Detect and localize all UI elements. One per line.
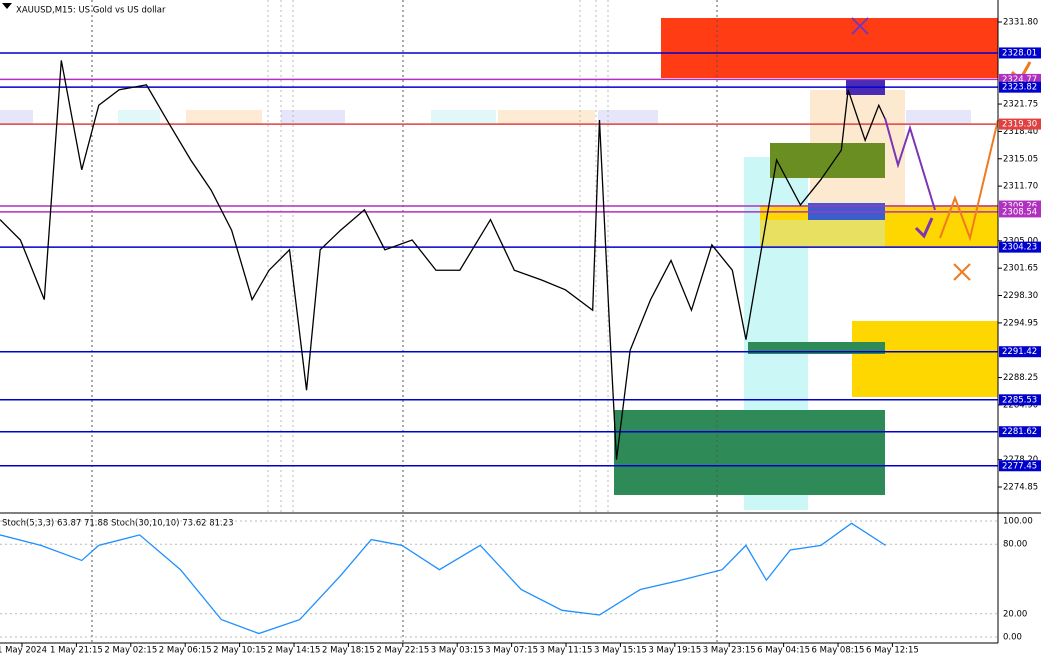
- zones: [0, 18, 998, 510]
- indicator-header: Stoch(5,3,3) 63.87 71.88 Stoch(30,10,10)…: [2, 519, 234, 529]
- price-area: [0, 60, 887, 460]
- chart-title: XAUUSD,M15: US Gold vs US dollar: [16, 6, 166, 16]
- level-label: 2277.45: [1002, 461, 1037, 471]
- level-label: 2304.23: [1002, 243, 1037, 253]
- zone: [118, 110, 160, 124]
- zone: [661, 18, 998, 78]
- x-tick-label: 3 May 07:15: [485, 646, 538, 655]
- zone: [760, 220, 885, 247]
- y-tick-label: 2318.40: [1003, 127, 1038, 137]
- level-label-box: [999, 460, 1041, 472]
- x-tick-label: 6 May 12:15: [866, 646, 919, 655]
- y-tick-label: 2288.25: [1003, 373, 1038, 383]
- y-tick-label: 2321.75: [1003, 100, 1038, 110]
- x-tick-label: 2 May 06:15: [159, 646, 212, 655]
- y-tick-label: 2274.85: [1003, 483, 1038, 493]
- level-label: 2323.82: [1002, 83, 1037, 93]
- zone: [431, 110, 496, 124]
- level-label: 2281.62: [1002, 427, 1037, 437]
- time-axis: 1 May 2024 1 May 21:15 2 May 02:15 2 May 06…: [0, 643, 919, 655]
- y-tick-label: 2278.20: [1003, 455, 1038, 465]
- y-tick-label: 80.00: [1003, 540, 1027, 550]
- x-tick-label: 2 May 22:15: [376, 646, 429, 655]
- y-tick-label: 0.00: [1003, 633, 1022, 643]
- x-tick-label: 1 May 2024: [0, 646, 47, 655]
- x-tick-label: 3 May 23:15: [703, 646, 756, 655]
- x-tick-label: 2 May 14:15: [268, 646, 321, 655]
- y-tick-label: 2315.05: [1003, 154, 1038, 164]
- y-tick-label: 2298.30: [1003, 291, 1038, 301]
- level-label-box: [999, 81, 1041, 93]
- projection: [884, 117, 936, 211]
- x-tick-label: 3 May 19:15: [648, 646, 701, 655]
- level-label: 2319.30: [1002, 120, 1037, 130]
- level-label-box: [999, 47, 1041, 59]
- levels: [0, 52, 998, 467]
- zone: [598, 110, 658, 124]
- separators: [91, 0, 718, 643]
- x-tick-label: 2 May 18:15: [322, 646, 375, 655]
- level-label-box: [999, 73, 1041, 85]
- y-tick-label: 100.00: [1003, 517, 1033, 527]
- level-label-box: [999, 118, 1041, 130]
- cross-mark: [953, 263, 971, 281]
- zone: [281, 110, 345, 124]
- level-label-box: [999, 346, 1041, 358]
- x-tick-label: 6 May 04:15: [757, 646, 810, 655]
- x-tick-label: 2 May 10:15: [213, 646, 266, 655]
- x-tick-label: 2 May 02:15: [104, 646, 157, 655]
- y-tick-label: 2284.90: [1003, 400, 1038, 410]
- level-label: 2285.53: [1002, 395, 1037, 405]
- level-label-box: [999, 241, 1041, 253]
- zone: [186, 110, 262, 124]
- x-tick-label: 3 May 03:15: [431, 646, 484, 655]
- level-label-box: [999, 394, 1041, 406]
- x-tick-label: 6 May 08:15: [812, 646, 865, 655]
- price-axis: 2331.80 2321.75 2318.40 2315.05 2311.70 2305.…: [998, 18, 1041, 493]
- zone: [906, 110, 971, 124]
- check-mark: [914, 217, 934, 239]
- y-tick-label: 2311.70: [1003, 182, 1038, 192]
- zone: [614, 410, 885, 495]
- projection: [939, 119, 999, 242]
- stochastic-line: [0, 522, 886, 635]
- level-label: 2324.77: [1002, 75, 1037, 85]
- level-label-box: [999, 200, 1041, 212]
- y-tick-label: 2301.65: [1003, 264, 1038, 274]
- y-tick-label: 2305.00: [1003, 236, 1038, 246]
- price-line: [0, 60, 887, 460]
- level-label: 2308.54: [1002, 207, 1037, 217]
- stochastic-panel: 100.00 80.00 20.00 0.00: [0, 517, 1033, 643]
- y-tick-label: 2294.95: [1003, 318, 1038, 328]
- level-label: 2328.01: [1002, 48, 1037, 58]
- cross-mark: [851, 17, 869, 35]
- level-label-box: [999, 426, 1041, 438]
- level-label-box: [999, 206, 1041, 218]
- zone: [770, 143, 885, 178]
- x-tick-label: 1 May 21:15: [50, 646, 103, 655]
- zone: [498, 110, 595, 124]
- zone: [0, 110, 33, 124]
- x-tick-label: 3 May 11:15: [540, 646, 593, 655]
- zone: [852, 321, 998, 397]
- menu-icon[interactable]: [2, 3, 12, 9]
- level-label: 2291.42: [1002, 347, 1037, 357]
- y-tick-label: 2331.80: [1003, 18, 1038, 28]
- x-tick-label: 3 May 15:15: [594, 646, 647, 655]
- y-tick-label: 20.00: [1003, 609, 1027, 619]
